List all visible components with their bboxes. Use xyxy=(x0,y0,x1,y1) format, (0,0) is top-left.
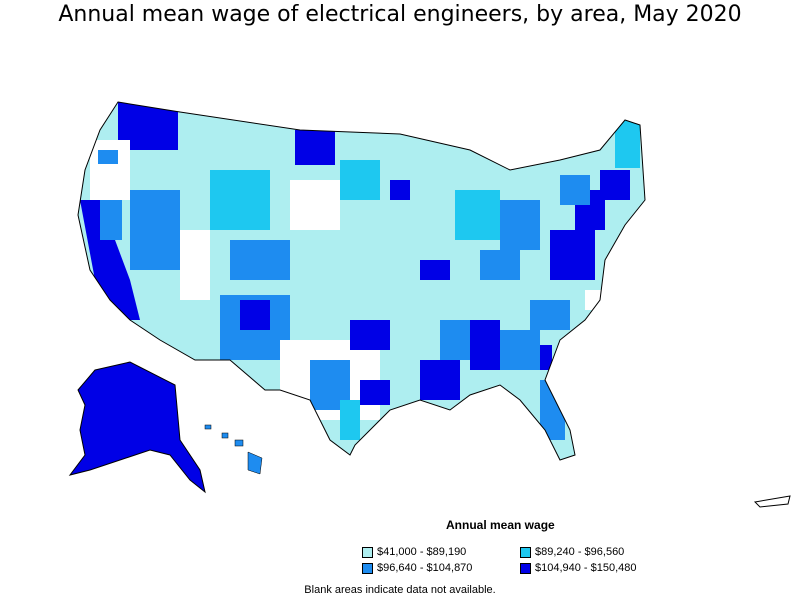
region-houston xyxy=(360,380,390,405)
region-colorado xyxy=(230,240,290,280)
region-boston xyxy=(600,170,630,200)
region-maine xyxy=(615,118,640,168)
region-oregon-blank xyxy=(90,140,130,200)
region-california xyxy=(80,200,140,320)
region-gulf-coast xyxy=(420,360,460,400)
legend-label-3: $96,640 - $104,870 xyxy=(377,562,473,574)
region-wyoming xyxy=(210,170,270,230)
map-title: Annual mean wage of electrical engineers… xyxy=(58,2,742,27)
region-puerto-rico xyxy=(753,495,791,508)
region-nevada xyxy=(130,190,180,270)
region-huntsville xyxy=(470,320,500,370)
legend-item-1: $41,000 - $89,190 xyxy=(362,546,466,558)
legend-swatch-4 xyxy=(520,562,531,574)
region-dallas xyxy=(350,320,390,350)
legend-swatch-2 xyxy=(520,546,531,558)
legend-label-4: $104,940 - $150,480 xyxy=(535,562,637,574)
legend-label-1: $41,000 - $89,190 xyxy=(377,546,467,558)
legend-label-2: $89,240 - $96,560 xyxy=(535,546,625,558)
legend-item-3: $96,640 - $104,870 xyxy=(362,562,472,574)
blank-areas-note: Blank areas indicate data not available. xyxy=(304,584,496,596)
legend-title: Annual mean wage xyxy=(446,518,555,532)
legend-item-2: $89,240 - $96,560 xyxy=(520,546,624,558)
region-florida xyxy=(540,380,565,440)
region-north-dakota xyxy=(295,130,335,165)
region-alaska xyxy=(68,361,206,494)
region-hawaii xyxy=(204,424,263,475)
us-outline xyxy=(77,101,646,461)
legend-swatch-3 xyxy=(362,562,373,574)
legend-item-4: $104,940 - $150,480 xyxy=(520,562,637,574)
region-dc-baltimore xyxy=(550,230,595,280)
legend-swatch-1 xyxy=(362,546,373,558)
